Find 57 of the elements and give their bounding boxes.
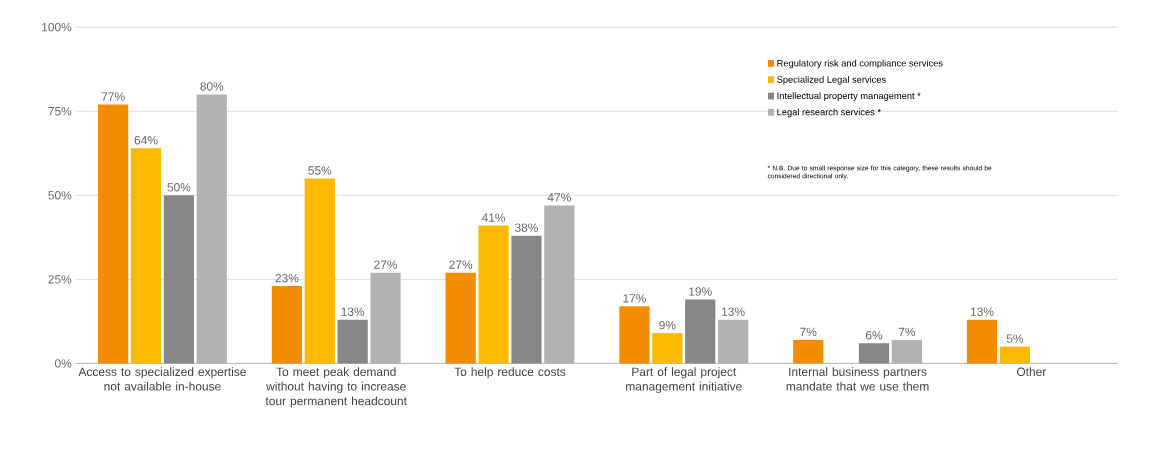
bar bbox=[966, 319, 998, 364]
bar bbox=[685, 299, 716, 364]
x-tick-label: Part of legal project management initiative bbox=[626, 367, 742, 394]
bar bbox=[652, 333, 683, 364]
x-tick-label: To meet peak demand without having to increase tour permanent headcount bbox=[265, 367, 407, 408]
bar bbox=[98, 104, 129, 364]
bar bbox=[544, 205, 575, 364]
x-tick-label: Internal business partners mandate that we use them bbox=[786, 367, 929, 391]
bar bbox=[130, 148, 162, 364]
bar bbox=[304, 178, 335, 364]
bar bbox=[999, 346, 1031, 364]
data-label: 5% bbox=[1006, 334, 1024, 343]
bar bbox=[445, 272, 476, 364]
y-tick-label: 50% bbox=[48, 191, 72, 200]
bar bbox=[891, 339, 922, 364]
data-label: 23% bbox=[275, 273, 299, 283]
data-label: 7% bbox=[800, 327, 817, 337]
data-label: 13% bbox=[722, 307, 745, 316]
data-label: 41% bbox=[481, 213, 506, 222]
bar bbox=[619, 306, 650, 364]
legend-label: Intellectual property management * bbox=[777, 92, 921, 101]
data-label: 55% bbox=[308, 166, 332, 175]
y-tick-label: 100% bbox=[42, 23, 72, 32]
data-label: 47% bbox=[547, 193, 571, 202]
legend-label: Specialized Legal services bbox=[777, 76, 886, 85]
data-label: 7% bbox=[898, 327, 916, 337]
data-label: 38% bbox=[514, 223, 538, 232]
data-label: 27% bbox=[374, 260, 398, 269]
data-label: 13% bbox=[970, 307, 994, 316]
bar bbox=[717, 319, 749, 364]
legend-label: Regulatory risk and compliance services bbox=[777, 59, 943, 69]
data-label: 6% bbox=[865, 331, 883, 340]
data-label: 64% bbox=[134, 136, 158, 145]
x-tick-label: To help reduce costs bbox=[454, 367, 566, 379]
y-tick-label: 0% bbox=[54, 359, 72, 368]
data-label: 13% bbox=[341, 307, 365, 316]
legend-label: Legal research services * bbox=[777, 108, 881, 118]
bar bbox=[163, 195, 194, 364]
data-label: 9% bbox=[659, 320, 676, 330]
x-tick-label: Access to specialized expertise not available in-house bbox=[78, 367, 246, 391]
bar bbox=[793, 339, 824, 364]
bar bbox=[858, 343, 890, 364]
data-label: 17% bbox=[623, 294, 646, 303]
data-label: 77% bbox=[101, 92, 125, 101]
bar bbox=[478, 225, 509, 364]
bar bbox=[370, 272, 401, 364]
y-tick-label: 25% bbox=[48, 275, 72, 284]
bar bbox=[511, 235, 542, 364]
y-tick-label: 75% bbox=[48, 107, 72, 116]
bar bbox=[337, 319, 368, 364]
data-label: 27% bbox=[449, 260, 473, 269]
data-label: 19% bbox=[689, 287, 712, 296]
x-tick-label: Other bbox=[1016, 367, 1047, 377]
data-label: 50% bbox=[167, 183, 191, 192]
data-label: 80% bbox=[200, 82, 224, 91]
bar bbox=[271, 286, 303, 364]
bar bbox=[196, 94, 227, 364]
